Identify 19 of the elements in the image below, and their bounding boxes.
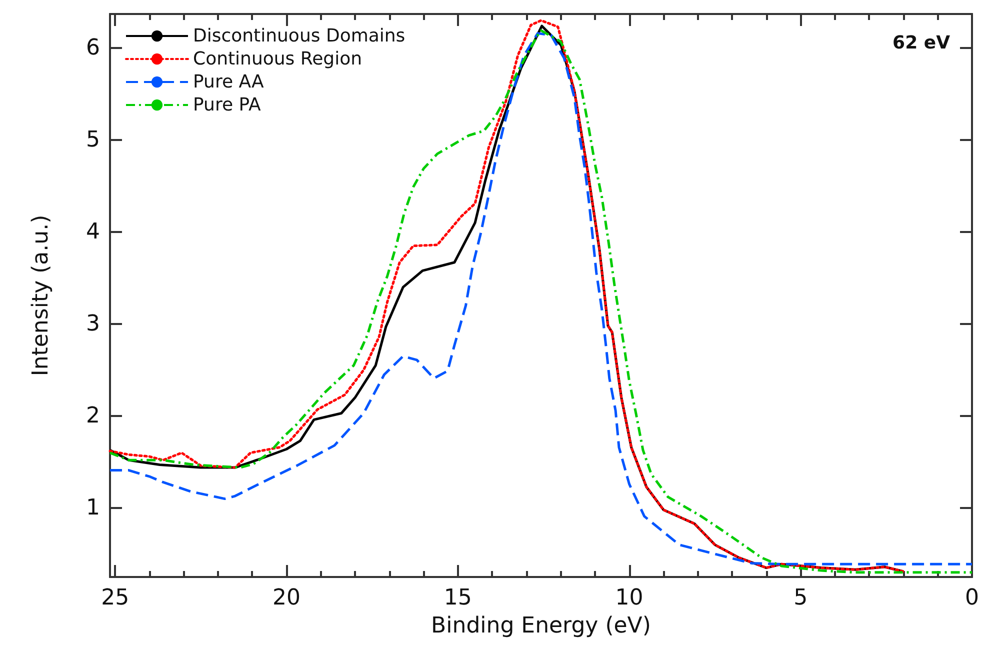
legend-label: Pure AA xyxy=(193,72,265,92)
y-tick-label: 1 xyxy=(86,496,100,521)
legend-label: Continuous Region xyxy=(193,48,362,70)
legend-label: Pure PA xyxy=(193,94,262,116)
annotation: 62 eV xyxy=(892,32,950,54)
y-tick-label: 3 xyxy=(86,312,100,337)
x-tick-label: 15 xyxy=(444,586,472,610)
x-tick-label: 10 xyxy=(615,586,644,610)
y-tick-label: 4 xyxy=(86,220,100,245)
y-tick-label: 6 xyxy=(86,36,100,61)
x-axis-title: Binding Energy (eV) xyxy=(431,614,651,638)
y-tick-label: 5 xyxy=(86,128,100,153)
y-tick-label: 2 xyxy=(86,404,100,429)
y-axis-title: Intensity (a.u.) xyxy=(28,214,54,376)
x-tick-label: 5 xyxy=(794,586,808,610)
x-tick-label: 20 xyxy=(272,586,301,610)
x-tick-label: 25 xyxy=(101,586,130,610)
x-tick-label: 0 xyxy=(965,586,979,610)
legend-label: Discontinuous Domains xyxy=(193,26,406,46)
